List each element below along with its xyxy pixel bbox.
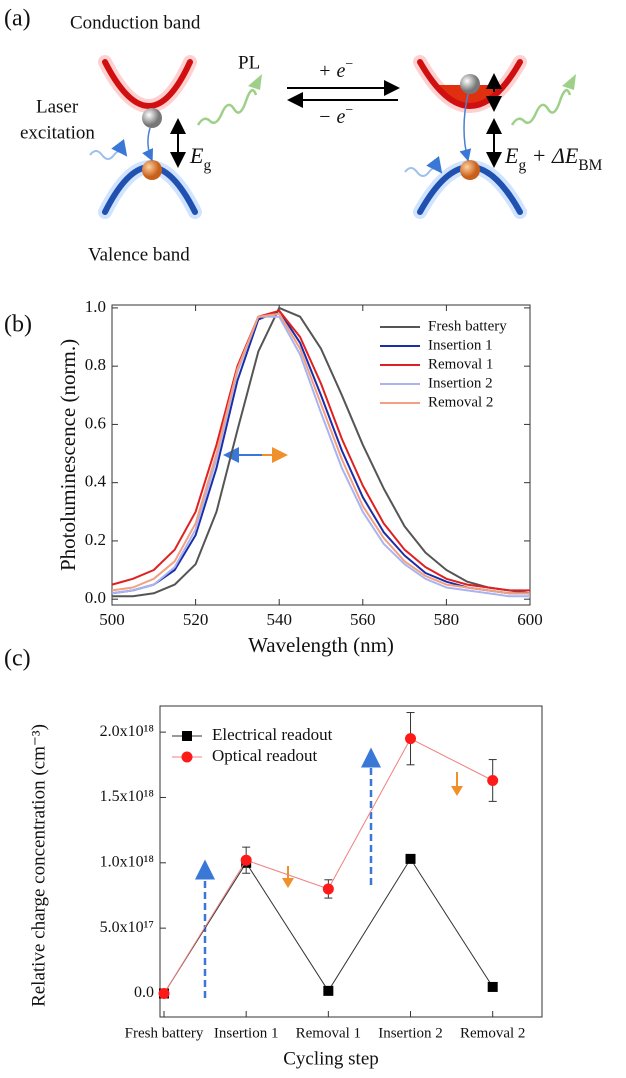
y-tick-label: 0.4 <box>85 472 107 491</box>
band-diagram <box>89 55 576 219</box>
math-part: − <box>345 57 353 72</box>
x-tick-label: Removal 2 <box>460 1025 525 1041</box>
laser-label: excitation <box>20 122 95 143</box>
x-tick-label: Insertion 2 <box>378 1025 443 1041</box>
x-tick-label: 560 <box>350 610 376 629</box>
conduction-band-label: Conduction band <box>70 12 201 33</box>
y-tick-label: 0.2 <box>85 530 106 549</box>
math-label: − e− <box>318 103 353 128</box>
math-label: + e− <box>318 57 353 82</box>
panel-label: (a) <box>4 6 31 32</box>
panel-label: (c) <box>4 646 31 672</box>
series-line <box>163 857 494 994</box>
math-part: + e <box>318 60 345 82</box>
math-part: − e <box>318 106 345 128</box>
marker <box>323 985 334 996</box>
math-part: E <box>504 143 519 168</box>
math-part: + ΔE <box>526 143 579 168</box>
legend-label: Optical readout <box>212 746 318 765</box>
x-axis-label: Cycling step <box>283 1048 379 1069</box>
legend-label: Insertion 1 <box>428 337 493 353</box>
legend-label: Electrical readout <box>212 725 333 744</box>
legend-label: Fresh battery <box>428 318 507 334</box>
x-tick-label: 580 <box>434 610 460 629</box>
y-tick-label: 1.0x10¹⁸ <box>100 853 154 870</box>
series-line <box>163 738 493 994</box>
math-part: E <box>189 143 204 168</box>
x-tick-label: Fresh battery <box>125 1025 204 1041</box>
legend-label: Removal 1 <box>428 356 493 372</box>
legend-marker <box>181 751 193 763</box>
marker <box>158 987 170 999</box>
math-part: − <box>345 103 353 118</box>
plot-frame <box>111 304 531 606</box>
marker <box>322 883 334 895</box>
series-line <box>111 315 530 598</box>
y-tick-label: 0.0 <box>134 984 154 1001</box>
y-tick-label: 0.8 <box>85 355 106 374</box>
y-axis-label: Photoluminescence (norm.) <box>56 339 80 571</box>
math-part: BM <box>578 157 602 174</box>
y-tick-label: 1.0 <box>85 297 106 316</box>
x-tick-label: Insertion 1 <box>214 1025 279 1041</box>
x-tick-label: 600 <box>517 610 543 629</box>
y-axis-label: Relative charge concentration (cm⁻³) <box>28 724 49 1007</box>
x-tick-label: 540 <box>266 610 292 629</box>
marker <box>487 981 498 992</box>
series-line <box>112 306 531 598</box>
legend-label: Removal 2 <box>428 394 493 410</box>
math-part: g <box>518 157 526 174</box>
math-label: Eg <box>189 143 211 174</box>
y-tick-label: 0.6 <box>85 413 106 432</box>
x-axis-label: Wavelength (nm) <box>248 633 394 657</box>
x-tick-label: 500 <box>99 610 125 629</box>
marker <box>487 774 499 786</box>
y-tick-label: 1.5x10¹⁸ <box>100 788 154 805</box>
pl-label: PL <box>238 52 260 73</box>
x-tick-label: 520 <box>183 610 209 629</box>
legend-marker <box>182 731 192 741</box>
legend-label: Insertion 2 <box>428 375 493 391</box>
math-part: g <box>203 157 211 174</box>
marker <box>405 733 417 745</box>
marker <box>405 853 416 864</box>
math-label: Eg + ΔEBM <box>504 143 603 174</box>
valence-band-label: Valence band <box>88 244 190 265</box>
marker <box>240 854 252 866</box>
series-line <box>111 312 530 595</box>
x-tick-label: Removal 1 <box>296 1025 361 1041</box>
series-line <box>111 309 530 592</box>
laser-label: Laser <box>36 96 79 117</box>
y-tick-label: 2.0x10¹⁸ <box>100 723 154 740</box>
y-tick-label: 0.0 <box>85 588 106 607</box>
panel-label: (b) <box>4 312 32 338</box>
y-tick-label: 5.0x10¹⁷ <box>100 919 154 936</box>
plot-frame <box>159 705 543 1018</box>
